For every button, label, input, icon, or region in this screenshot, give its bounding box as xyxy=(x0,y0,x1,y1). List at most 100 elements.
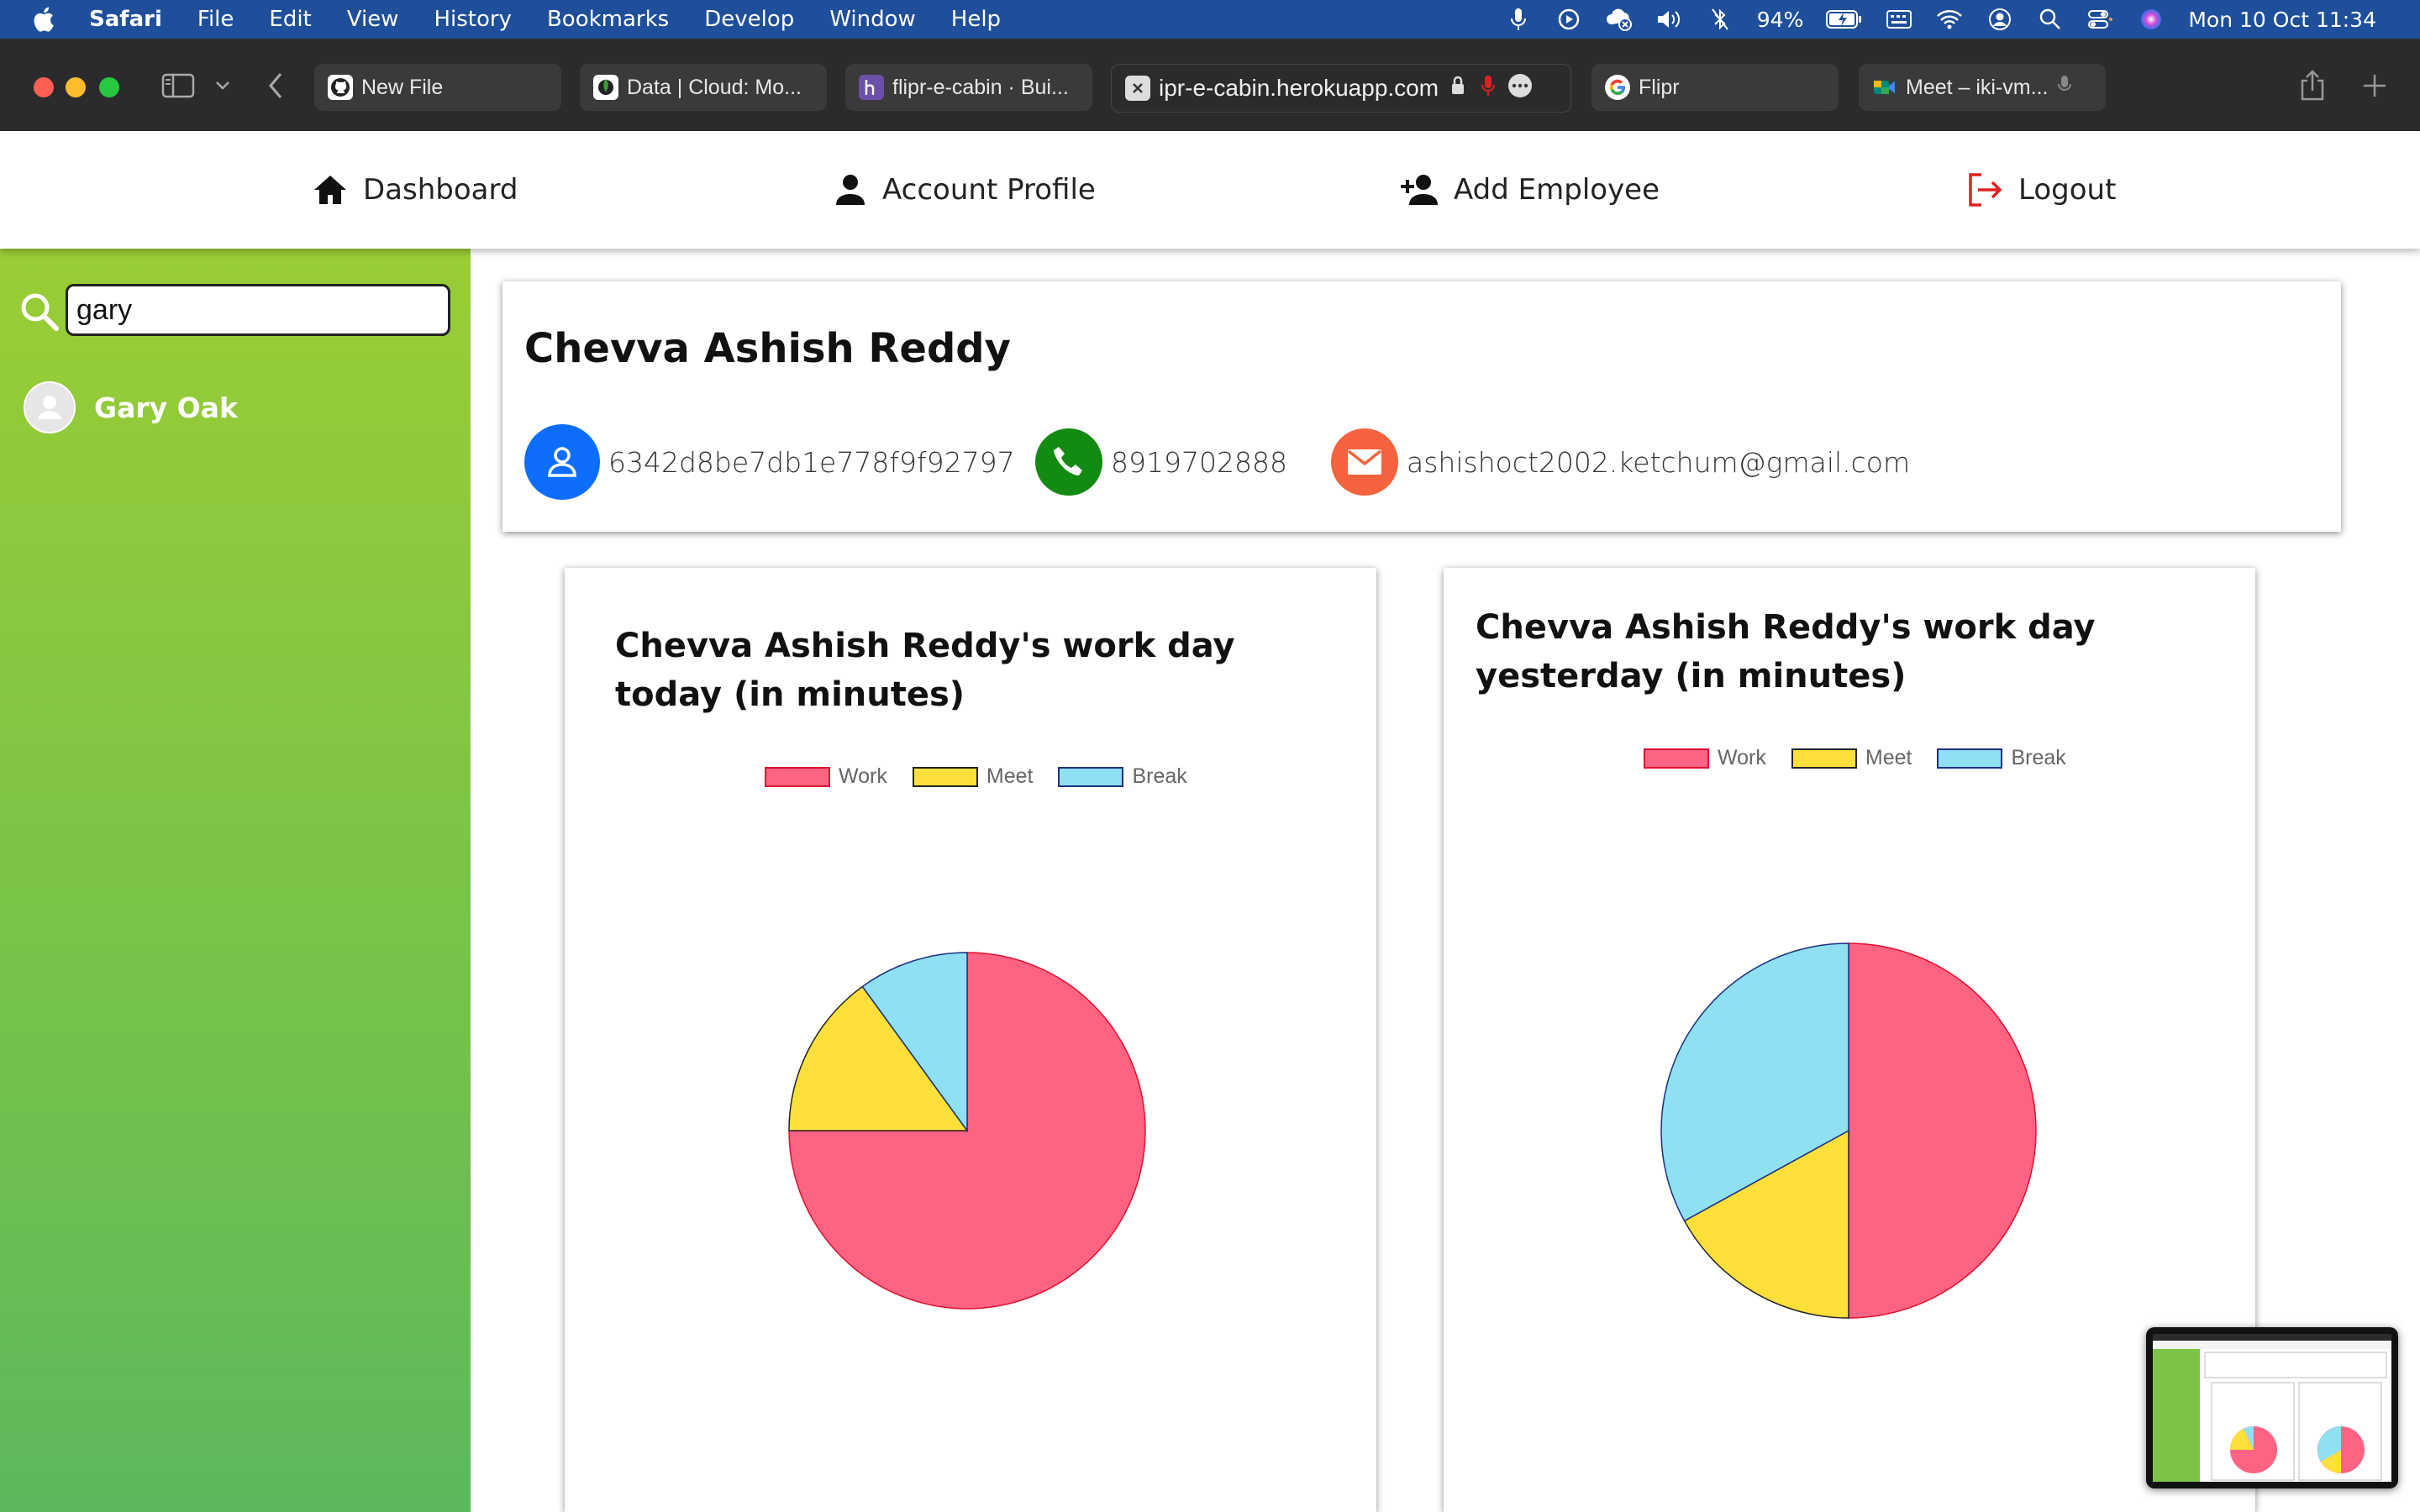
legend-swatch-meet xyxy=(1791,748,1857,769)
email-icon xyxy=(1331,428,1398,496)
default-avatar-icon xyxy=(38,396,61,419)
tab-flipr[interactable]: Flipr xyxy=(1591,64,1839,111)
menu-window[interactable]: Window xyxy=(829,7,916,32)
chart-card-yesterday: Chevva Ashish Reddy's work day yesterday… xyxy=(1444,568,2255,1512)
screen-share-thumbnail[interactable] xyxy=(2146,1327,2398,1488)
pie-slice-meet[interactable] xyxy=(788,985,969,1131)
phone-icon xyxy=(1035,428,1102,496)
tab-mongodb[interactable]: Data | Cloud: Mo... xyxy=(580,64,827,111)
url-text[interactable]: ipr-e-cabin.herokuapp.com xyxy=(1159,75,1439,101)
close-window-button[interactable] xyxy=(34,77,54,97)
minimize-window-button[interactable] xyxy=(66,77,86,97)
menu-app-name[interactable]: Safari xyxy=(89,7,162,32)
avatar xyxy=(24,381,76,433)
nav-add-employee[interactable]: Add Employee xyxy=(1400,170,1660,210)
employee-id-field: 6342d8be7db1e778f9f92797 xyxy=(524,424,1015,500)
volume-icon[interactable] xyxy=(1655,8,1684,31)
person-icon xyxy=(836,175,865,205)
chevron-down-icon[interactable] xyxy=(213,79,232,97)
lock-icon xyxy=(1450,76,1465,102)
new-tab-icon[interactable] xyxy=(2361,72,2388,103)
pie-slice-break[interactable] xyxy=(861,952,968,1133)
chart-title-yesterday: Chevva Ashish Reddy's work day yesterday… xyxy=(1476,608,2096,696)
add-user-icon xyxy=(1401,175,1438,205)
top-navigation: Dashboard Account Profile Add Employee L… xyxy=(0,131,2420,249)
email-address: ashishoct2002.ketchum@gmail.com xyxy=(1407,445,1911,479)
apple-logo-icon[interactable] xyxy=(30,5,55,34)
menu-develop[interactable]: Develop xyxy=(704,7,795,32)
home-icon xyxy=(314,176,346,204)
legend-label-meet[interactable]: Meet xyxy=(1865,746,1912,769)
chart-legend-yesterday: Work Meet Break xyxy=(1644,746,2091,770)
tab-new-file[interactable]: New File xyxy=(314,64,561,111)
phone-number: 8919702888 xyxy=(1111,445,1287,479)
legend-label-work[interactable]: Work xyxy=(1718,746,1766,769)
nav-dashboard-label: Dashboard xyxy=(363,173,518,207)
search-result-item[interactable]: Gary Oak xyxy=(24,381,238,433)
nav-add-employee-label: Add Employee xyxy=(1454,173,1660,207)
menu-edit[interactable]: Edit xyxy=(269,7,312,32)
pie-slice-work[interactable] xyxy=(788,952,1146,1310)
legend-label-meet[interactable]: Meet xyxy=(986,764,1034,788)
search-input[interactable] xyxy=(66,284,450,336)
legend-swatch-break xyxy=(1058,766,1124,787)
nav-logout[interactable]: Logout xyxy=(1966,170,2116,210)
profile-card: Chevva Ashish Reddy 6342d8be7db1e778f9f9… xyxy=(502,281,2341,532)
tab-meet[interactable]: Meet – iki-vm... xyxy=(1859,64,2106,111)
menu-bookmarks[interactable]: Bookmarks xyxy=(546,7,670,32)
more-options-icon[interactable] xyxy=(1507,73,1533,104)
zoom-window-button[interactable] xyxy=(99,77,119,97)
icloud-icon[interactable] xyxy=(1605,8,1634,31)
logout-icon xyxy=(1969,173,2002,207)
keyboard-input-icon[interactable] xyxy=(1885,8,1913,31)
pie-slice-break[interactable] xyxy=(1660,942,1849,1222)
microphone-icon[interactable] xyxy=(1504,8,1533,31)
chart-legend-today: Work Meet Break xyxy=(765,764,1213,789)
menu-history[interactable]: History xyxy=(434,7,512,32)
result-name: Gary Oak xyxy=(94,391,238,424)
siri-icon[interactable] xyxy=(2137,8,2165,31)
chart-title-today: Chevva Ashish Reddy's work day today (in… xyxy=(615,627,1235,714)
legend-label-work[interactable]: Work xyxy=(839,764,887,788)
user-account-icon[interactable] xyxy=(1986,8,2014,31)
email-field: ashishoct2002.ketchum@gmail.com xyxy=(1331,424,1910,500)
tab-label: Meet – iki-vm... xyxy=(1906,75,2049,99)
nav-account-profile-label: Account Profile xyxy=(882,173,1096,207)
close-tab-icon[interactable] xyxy=(1125,76,1150,101)
menu-view[interactable]: View xyxy=(346,7,399,32)
bluetooth-off-icon[interactable] xyxy=(1706,8,1734,31)
share-icon[interactable] xyxy=(2299,69,2326,107)
battery-percent: 94% xyxy=(1756,7,1804,32)
tab-microphone-icon xyxy=(2058,75,2072,101)
pie-slice-meet[interactable] xyxy=(1683,1129,1849,1319)
legend-swatch-work xyxy=(1644,748,1709,769)
sidebar: Gary Oak xyxy=(0,249,471,1512)
control-center-icon[interactable] xyxy=(2086,8,2115,31)
recording-microphone-icon[interactable] xyxy=(1481,75,1496,102)
back-button[interactable] xyxy=(266,71,286,105)
id-icon xyxy=(524,424,600,500)
tab-active-url[interactable]: ipr-e-cabin.herokuapp.com xyxy=(1111,64,1571,113)
menu-help[interactable]: Help xyxy=(950,7,1002,32)
menu-file[interactable]: File xyxy=(197,7,234,32)
nav-logout-label: Logout xyxy=(2018,173,2117,207)
spotlight-search-icon[interactable] xyxy=(2036,8,2065,31)
search-icon xyxy=(21,293,59,331)
legend-swatch-meet xyxy=(912,766,978,787)
play-circle-icon[interactable] xyxy=(1555,8,1583,31)
clock[interactable]: Mon 10 Oct 11:34 xyxy=(2188,7,2376,32)
nav-dashboard[interactable]: Dashboard xyxy=(313,170,518,210)
legend-label-break[interactable]: Break xyxy=(1132,764,1187,788)
tab-label: Flipr xyxy=(1639,75,1680,99)
sidebar-toggle-icon[interactable] xyxy=(161,72,195,103)
browser-toolbar: New File Data | Cloud: Mo... flipr-e-cab… xyxy=(0,39,2420,132)
legend-label-break[interactable]: Break xyxy=(2011,746,2066,769)
battery-charging-icon[interactable] xyxy=(1826,8,1863,31)
phone-field: 8919702888 xyxy=(1035,424,1287,500)
employee-id: 6342d8be7db1e778f9f92797 xyxy=(608,445,1015,479)
pie-slice-work[interactable] xyxy=(1848,942,2037,1319)
thumbnail-preview xyxy=(2153,1334,2391,1482)
nav-account-profile[interactable]: Account Profile xyxy=(834,170,1096,210)
wifi-icon[interactable] xyxy=(1935,8,1964,31)
tab-heroku[interactable]: flipr-e-cabin · Bui... xyxy=(845,64,1092,111)
